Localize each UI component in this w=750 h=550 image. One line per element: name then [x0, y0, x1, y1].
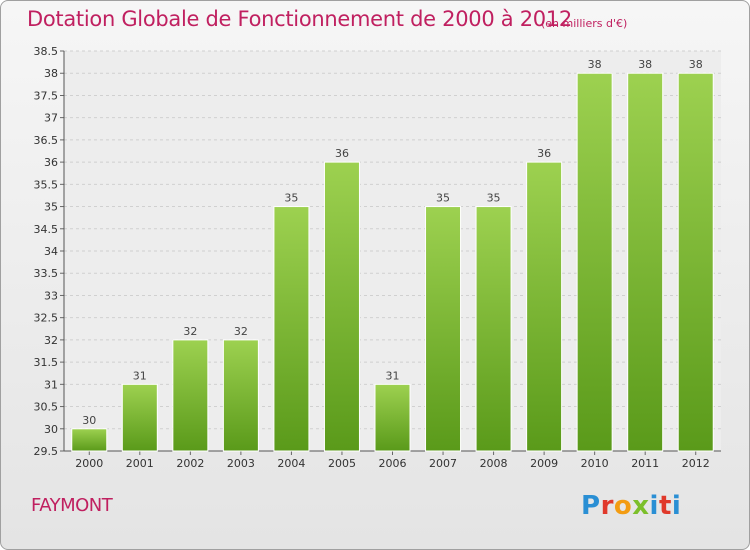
bar-value-label: 36 — [335, 147, 349, 160]
bar — [526, 161, 563, 452]
y-tick-label: 37.5 — [34, 89, 59, 102]
x-tick-label: 2007 — [429, 457, 457, 470]
bar-value-label: 35 — [436, 192, 450, 205]
bar — [627, 72, 664, 452]
logo-letter: i — [649, 491, 659, 521]
y-tick-label: 38 — [44, 67, 58, 80]
y-tick-label: 29.5 — [34, 445, 59, 458]
y-tick-label: 35.5 — [34, 178, 59, 191]
y-tick-label: 38.5 — [34, 45, 59, 58]
logo-letter: x — [632, 491, 650, 521]
y-tick-label: 31 — [44, 378, 58, 391]
x-tick-label: 2005 — [328, 457, 356, 470]
x-tick-label: 2003 — [227, 457, 255, 470]
x-tick-label: 2006 — [379, 457, 407, 470]
bar-value-label: 32 — [183, 325, 197, 338]
bar — [172, 339, 209, 452]
x-tick-label: 2010 — [581, 457, 609, 470]
chart-subtitle: (en milliers d'€) — [541, 17, 628, 30]
y-tick-label: 34.5 — [34, 223, 59, 236]
y-tick-label: 30.5 — [34, 401, 59, 414]
logo-letter: i — [671, 491, 682, 521]
bar — [425, 206, 462, 452]
bar — [576, 72, 613, 452]
y-tick-label: 33.5 — [34, 267, 59, 280]
bar — [677, 72, 714, 452]
bar-value-label: 38 — [588, 58, 602, 71]
logo-letter: o — [613, 491, 633, 521]
bar-value-label: 35 — [284, 192, 298, 205]
bar-value-label: 38 — [689, 58, 703, 71]
bar — [121, 383, 158, 452]
labels: 29.5 30 30.5 31 31.5 32 32.5 33 33.5 34 34.5 35 35.5… — [34, 45, 710, 470]
y-tick-label: 36 — [44, 156, 58, 169]
logo-letter: r — [600, 491, 614, 521]
x-tick-label: 2009 — [530, 457, 558, 470]
bar — [323, 161, 360, 452]
x-tick-label: 2012 — [682, 457, 710, 470]
x-tick-label: 2008 — [480, 457, 508, 470]
y-tick-label: 32 — [44, 334, 58, 347]
logo-letter: P — [581, 491, 601, 521]
x-tick-label: 2000 — [75, 457, 103, 470]
x-tick-label: 2001 — [126, 457, 154, 470]
proxiti-logo: Proxiti — [581, 491, 681, 521]
y-tick-label: 30 — [44, 423, 58, 436]
bar-value-label: 32 — [234, 325, 248, 338]
bars — [71, 72, 714, 452]
chart-title: Dotation Globale de Fonctionnement de 20… — [27, 7, 572, 31]
bar-value-label: 38 — [638, 58, 652, 71]
bar-value-label: 31 — [133, 369, 147, 382]
bar-value-label: 31 — [386, 369, 400, 382]
y-tick-label: 37 — [44, 112, 58, 125]
bar-value-label: 36 — [537, 147, 551, 160]
logo-letter: t — [658, 491, 672, 521]
x-tick-label: 2002 — [176, 457, 204, 470]
bar-value-label: 35 — [487, 192, 501, 205]
y-tick-label: 36.5 — [34, 134, 59, 147]
bar — [71, 428, 108, 452]
commune-name: FAYMONT — [31, 495, 113, 516]
x-tick-label: 2011 — [631, 457, 659, 470]
y-tick-label: 34 — [44, 245, 58, 258]
y-tick-label: 31.5 — [34, 356, 59, 369]
bar — [222, 339, 259, 452]
bar — [374, 383, 411, 452]
y-tick-label: 33 — [44, 289, 58, 302]
y-tick-label: 32.5 — [34, 312, 59, 325]
x-tick-label: 2004 — [277, 457, 305, 470]
bar — [475, 206, 512, 452]
bar — [273, 206, 310, 452]
y-tick-label: 35 — [44, 201, 58, 214]
bar-value-label: 30 — [82, 414, 96, 427]
